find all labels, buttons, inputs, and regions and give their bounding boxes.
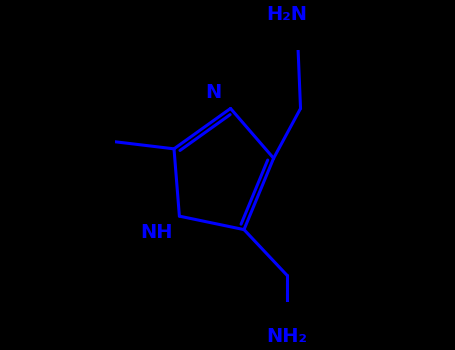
Text: N: N [206,83,222,102]
Text: NH₂: NH₂ [267,327,308,345]
Text: NH: NH [140,223,172,242]
Text: H₂N: H₂N [267,5,308,24]
